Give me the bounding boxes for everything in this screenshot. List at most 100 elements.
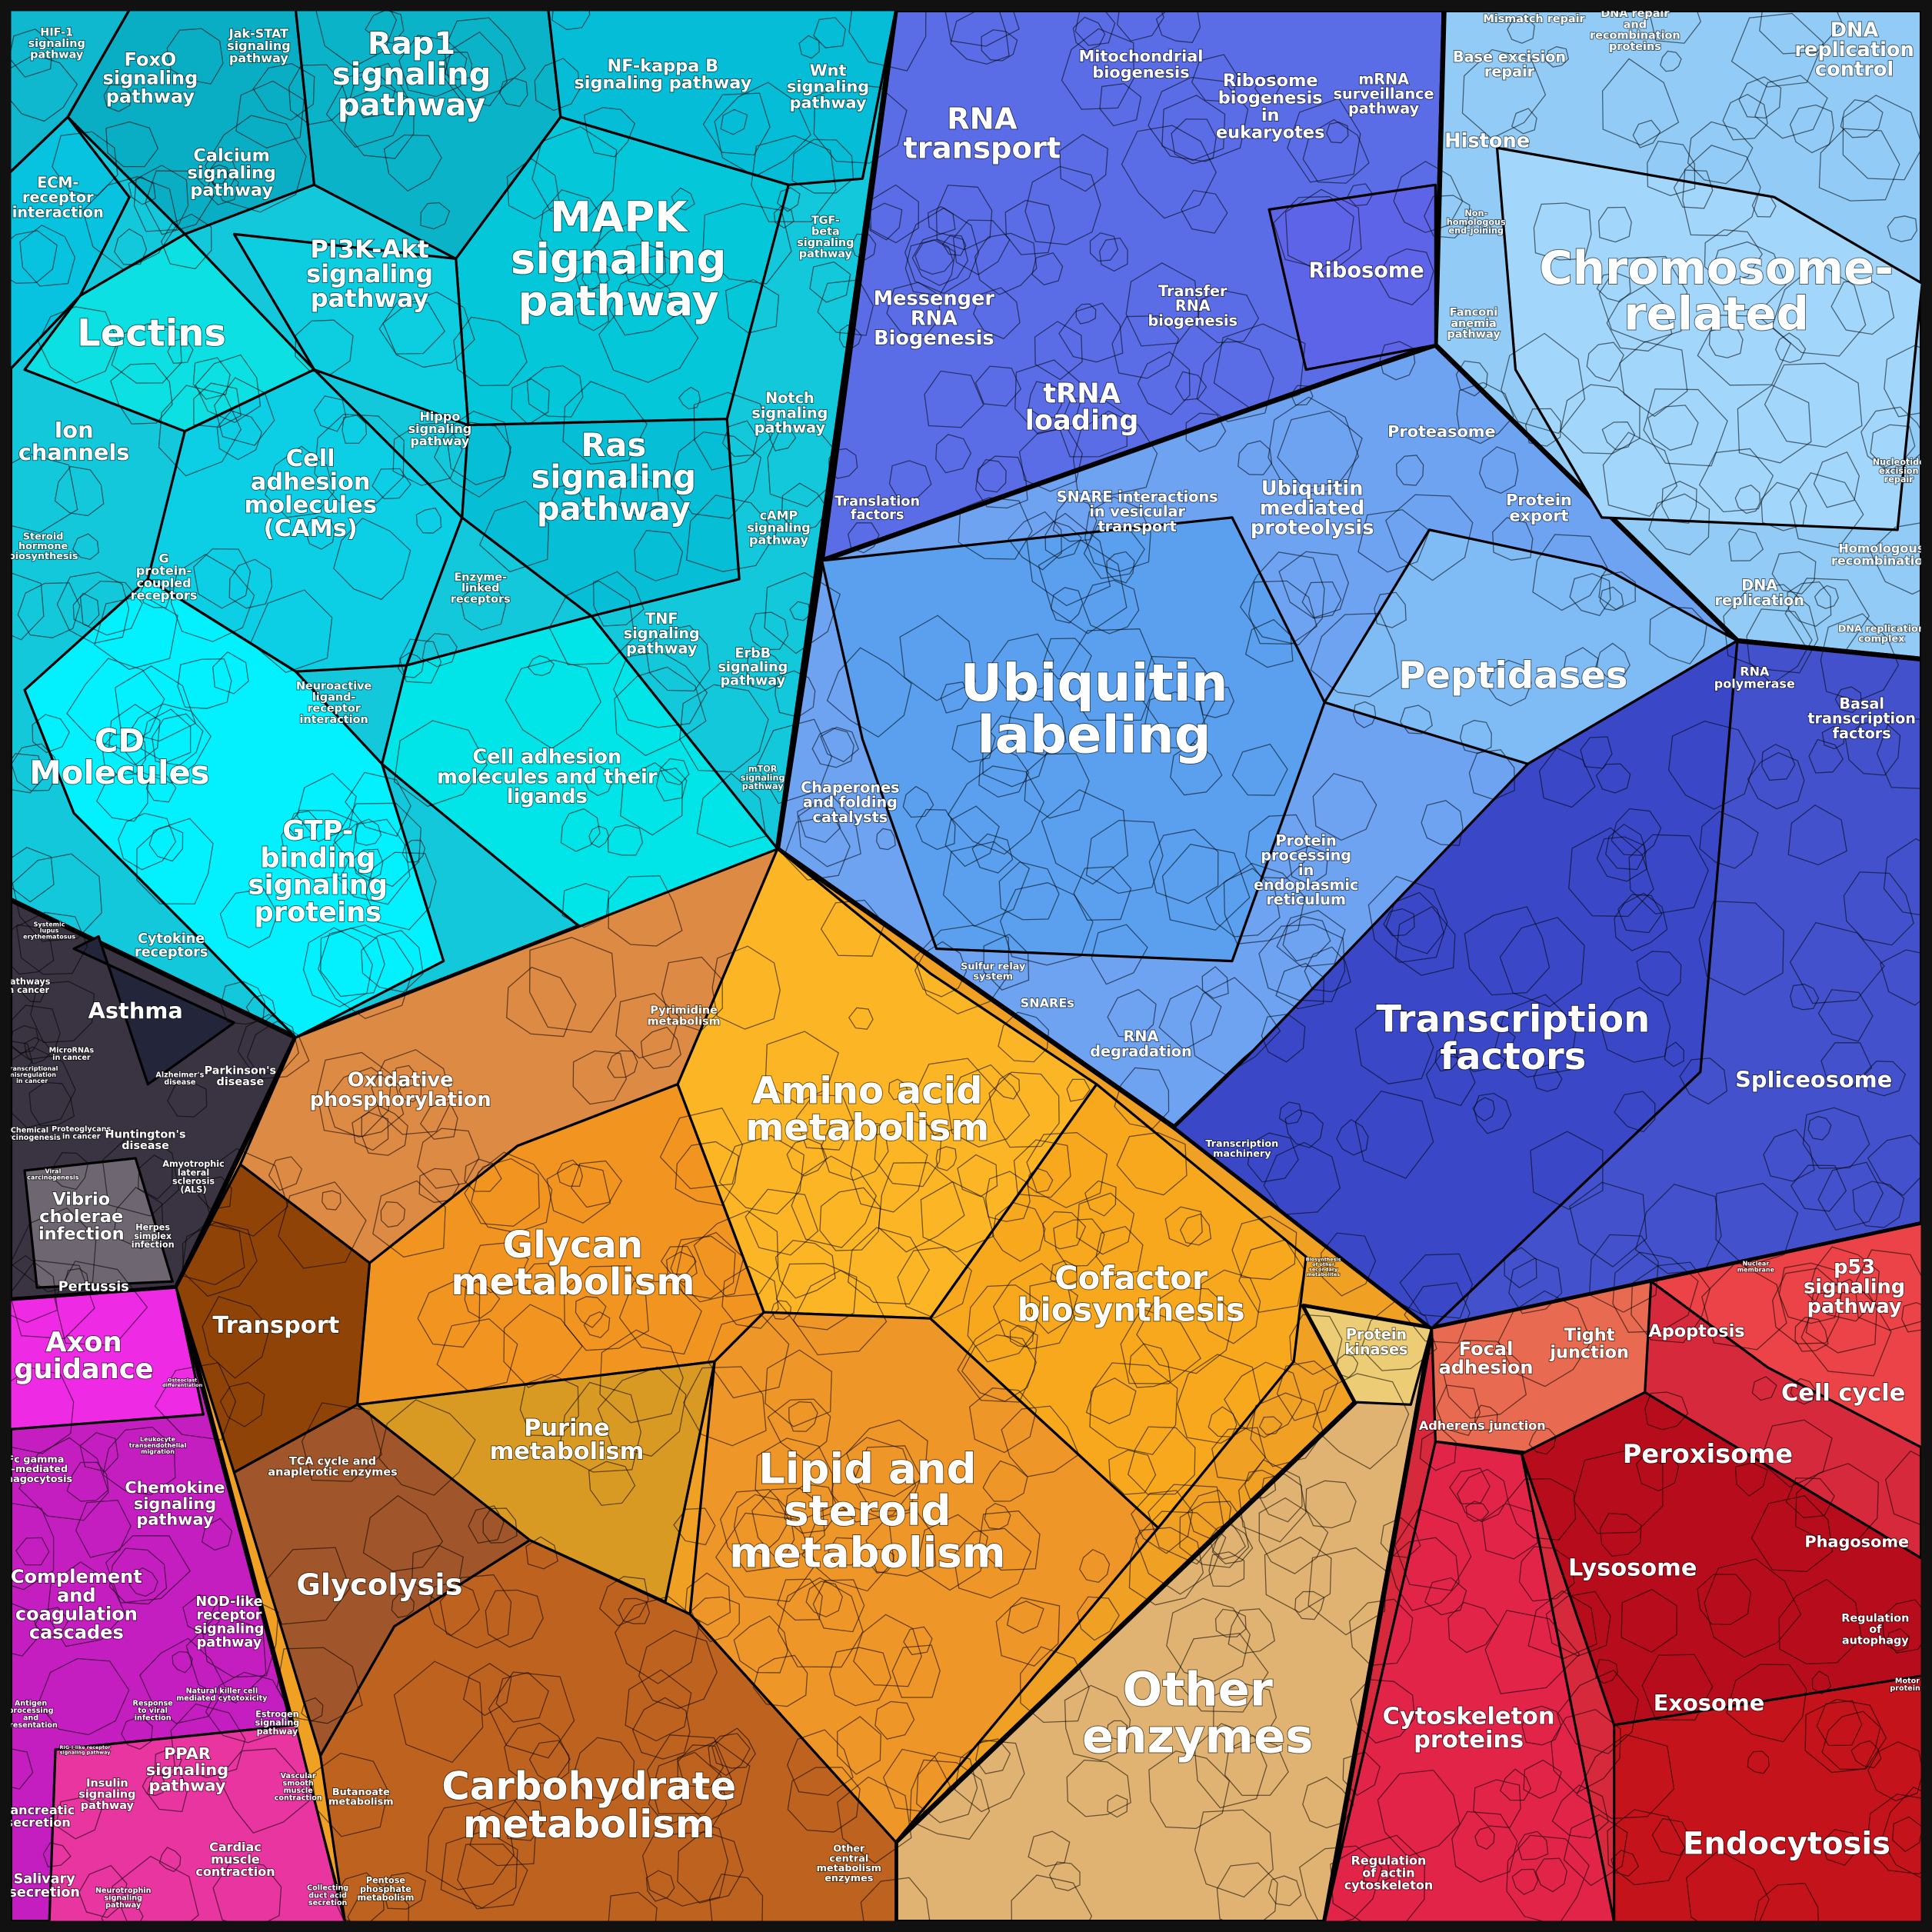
- protein-cell: [1474, 1826, 1495, 1850]
- protein-cell: [0, 1254, 58, 1324]
- protein-cell: [1213, 1682, 1277, 1749]
- protein-cell: [1611, 808, 1662, 856]
- protein-cell: [1066, 1759, 1131, 1817]
- subregion-vibrio[interactable]: [23, 1157, 174, 1289]
- protein-cell: [212, 651, 249, 695]
- protein-cell: [1708, 326, 1744, 358]
- category-label-protein-fate: Peptidases: [1398, 655, 1627, 698]
- protein-cell: [302, 927, 373, 1008]
- category-label-energy-metabolism: Pyrimidine metabolism: [648, 1004, 721, 1028]
- category-label-cellular-processes: Nuclear membrane: [1737, 1261, 1775, 1274]
- category-label-genetic-information: Transfer RNA biogenesis: [1148, 282, 1238, 329]
- protein-cell: [1497, 1290, 1592, 1387]
- protein-cell: [752, 1654, 808, 1707]
- protein-cell: [192, 548, 251, 609]
- protein-cell: [415, 507, 442, 534]
- protein-cell: [1751, 193, 1777, 218]
- protein-cell: [1722, 93, 1768, 141]
- protein-cell: [1276, 910, 1346, 968]
- protein-cell: [1651, 1817, 1692, 1857]
- protein-cell: [1634, 1183, 1722, 1274]
- protein-cell: [904, 239, 956, 296]
- protein-cell: [791, 1155, 877, 1248]
- protein-cell: [1284, 1109, 1324, 1149]
- protein-cell: [1641, 1654, 1714, 1721]
- protein-cell: [351, 848, 384, 881]
- protein-cell: [971, 833, 1014, 874]
- protein-cell: [1754, 75, 1828, 139]
- protein-cell: [1605, 823, 1647, 871]
- category-label-signaling: Jak-STAT signaling pathway: [227, 26, 291, 65]
- protein-cell: [1004, 199, 1055, 255]
- protein-cell: [1060, 628, 1160, 721]
- protein-cell: [749, 611, 789, 651]
- subregion-transcription-factors[interactable]: [1173, 639, 1739, 1330]
- protein-cell: [947, 1064, 1031, 1148]
- protein-cell: [685, 1572, 731, 1626]
- protein-cell: [1746, 608, 1813, 685]
- protein-cell: [777, 1577, 864, 1668]
- category-label-energy-metabolism: Transport: [212, 1312, 339, 1339]
- subregion-asthma[interactable]: [72, 934, 235, 1086]
- protein-cell: [1817, 989, 1874, 1042]
- protein-cell: [55, 1797, 103, 1840]
- protein-cell: [1042, 1211, 1087, 1250]
- protein-cell: [1064, 1684, 1131, 1761]
- protein-cell: [1041, 789, 1129, 885]
- protein-cell: [1474, 1404, 1498, 1431]
- protein-cell: [593, 223, 645, 275]
- protein-cell: [1048, 1861, 1081, 1891]
- protein-cell: [702, 202, 792, 285]
- protein-cell: [592, 571, 645, 627]
- protein-cell: [245, 994, 276, 1022]
- protein-cell: [1884, 1450, 1932, 1529]
- protein-cell: [575, 269, 602, 291]
- category-label-protein-fate: Protein processing in endoplasmic reticulum: [1254, 831, 1358, 908]
- protein-cell: [1120, 1307, 1202, 1384]
- protein-cell: [1506, 1834, 1590, 1926]
- protein-cell: [192, 357, 231, 400]
- category-label-cellular-processes: Exosome: [1654, 1690, 1765, 1716]
- protein-cell: [1287, 845, 1329, 886]
- category-label-cellular-processes: Cell cycle: [1781, 1380, 1905, 1407]
- subregion-peptidases[interactable]: [1323, 528, 1739, 765]
- category-label-organismal-systems: Salivary secretion: [8, 1871, 80, 1900]
- category-label-organismal-systems: Vascular smooth muscle contraction: [275, 1772, 322, 1803]
- subregion-ribosome[interactable]: [1267, 183, 1437, 371]
- protein-cell: [1778, 1262, 1842, 1324]
- protein-cell: [1076, 1596, 1120, 1641]
- protein-cell: [1599, 987, 1671, 1063]
- protein-cell: [769, 425, 797, 451]
- protein-cell: [1244, 618, 1294, 668]
- protein-cell: [809, 261, 851, 303]
- protein-cell: [613, 651, 708, 728]
- protein-cell: [718, 1134, 805, 1215]
- protein-cell: [506, 158, 561, 220]
- protein-cell: [485, 1589, 544, 1648]
- subregion-ras[interactable]: [461, 418, 741, 618]
- protein-cell: [1842, 95, 1924, 181]
- category-label-cellular-processes: Tight junction: [1549, 1325, 1629, 1362]
- protein-cell: [696, 772, 767, 848]
- subregion-ubiquitin-labeling[interactable]: [820, 516, 1326, 963]
- protein-cell: [811, 727, 854, 768]
- protein-cell: [1867, 1134, 1930, 1197]
- protein-cell: [1679, 1058, 1728, 1105]
- protein-cell: [1795, 1463, 1879, 1544]
- protein-cell: [66, 1461, 109, 1502]
- category-label-signaling: cAMP signaling pathway: [747, 508, 811, 547]
- protein-cell: [1026, 1131, 1108, 1208]
- protein-cell: [998, 1011, 1050, 1063]
- protein-cell: [853, 1445, 921, 1512]
- protein-cell: [982, 1460, 1028, 1502]
- protein-cell: [1599, 586, 1624, 611]
- protein-cell: [38, 306, 118, 384]
- protein-cell: [677, 1744, 724, 1788]
- protein-cell: [1198, 1269, 1261, 1344]
- category-label-energy-metabolism: Other central metabolism enzymes: [817, 1844, 881, 1884]
- protein-cell: [575, 295, 610, 331]
- protein-cell: [137, 1154, 173, 1200]
- category-label-organismal-systems: NOD-like receptor signaling pathway: [195, 1594, 265, 1651]
- protein-cell: [915, 1514, 988, 1591]
- protein-cell: [32, 714, 70, 754]
